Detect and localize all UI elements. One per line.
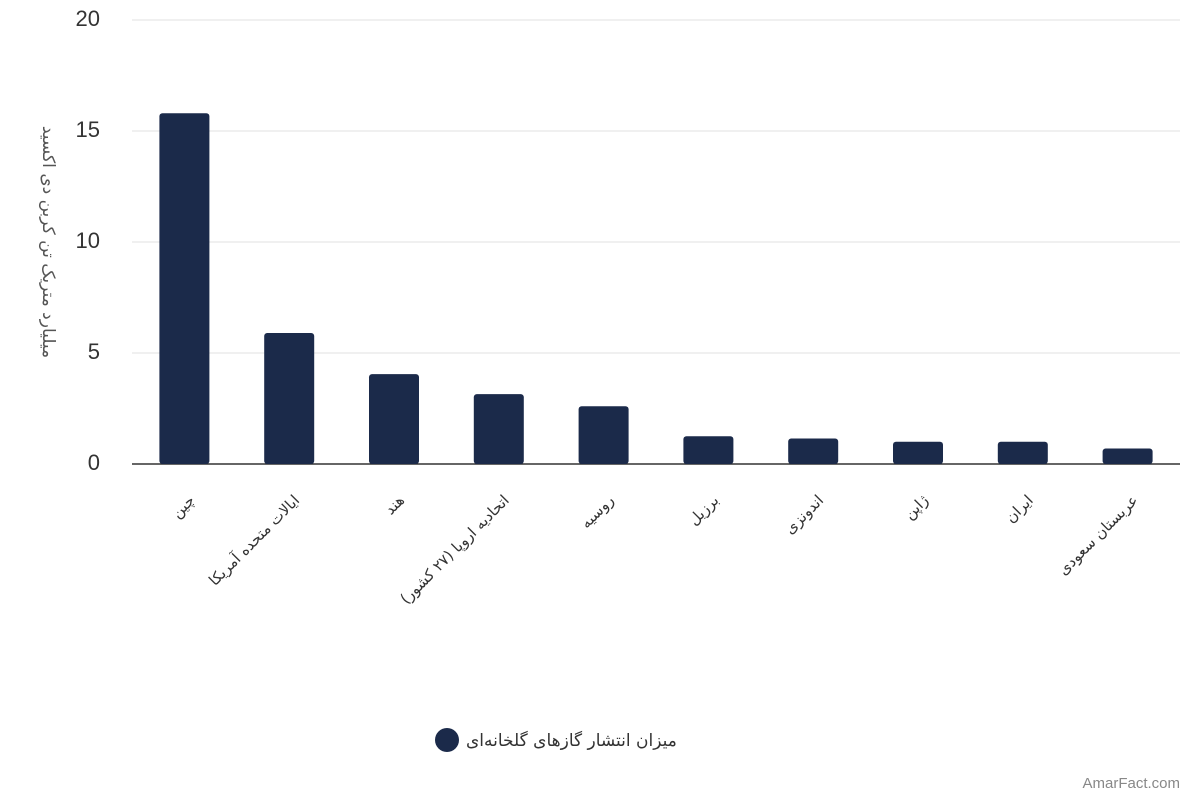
bar	[264, 333, 315, 464]
bar	[683, 436, 734, 464]
y-tick-label: 15	[76, 117, 100, 142]
watermark: AmarFact.com	[1082, 775, 1180, 792]
x-tick-label: چین	[168, 491, 199, 522]
bar	[997, 441, 1048, 464]
legend-swatch	[435, 728, 459, 752]
y-tick-label: 10	[76, 228, 100, 253]
x-tick-label: اندونزی	[781, 491, 827, 537]
x-tick-label: ایالات متحده آمریکا	[205, 491, 303, 589]
x-tick-label: روسیه	[577, 491, 618, 532]
bar	[578, 406, 629, 464]
y-axis-label: میلیارد متریک تن کربن دی اکسید	[38, 126, 58, 358]
x-tick-label: برزیل	[685, 491, 723, 529]
y-tick-label: 20	[76, 6, 100, 31]
bar	[893, 441, 943, 464]
bar	[473, 394, 524, 464]
x-tick-label: هند	[381, 491, 408, 518]
legend-label: میزان انتشار گازهای گلخانه‌ای	[466, 730, 677, 751]
bar	[788, 438, 839, 464]
y-tick-label: 0	[88, 450, 100, 475]
bar	[369, 374, 419, 464]
x-tick-label: ایران	[1002, 491, 1037, 526]
x-tick-label: عربستان سعودی	[1054, 491, 1141, 578]
bar	[1102, 448, 1153, 464]
x-tick-label: اتحادیه اروپا (۲۷ کشور)	[396, 491, 513, 608]
x-tick-label: ژاپن	[900, 491, 933, 524]
bar	[159, 113, 210, 465]
y-tick-label: 5	[88, 339, 100, 364]
